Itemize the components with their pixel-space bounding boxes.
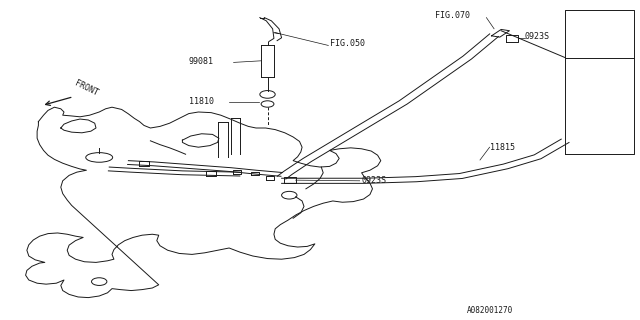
Text: 99081: 99081 bbox=[189, 57, 214, 66]
Text: 11815: 11815 bbox=[490, 143, 515, 152]
Text: FRONT: FRONT bbox=[74, 78, 100, 98]
Text: 11810: 11810 bbox=[189, 97, 214, 106]
Text: FIG.070: FIG.070 bbox=[435, 11, 470, 20]
Text: FIG.050: FIG.050 bbox=[330, 39, 365, 48]
Text: 0923S: 0923S bbox=[362, 176, 387, 185]
Text: A082001270: A082001270 bbox=[467, 306, 513, 315]
Text: 0923S: 0923S bbox=[525, 32, 550, 41]
